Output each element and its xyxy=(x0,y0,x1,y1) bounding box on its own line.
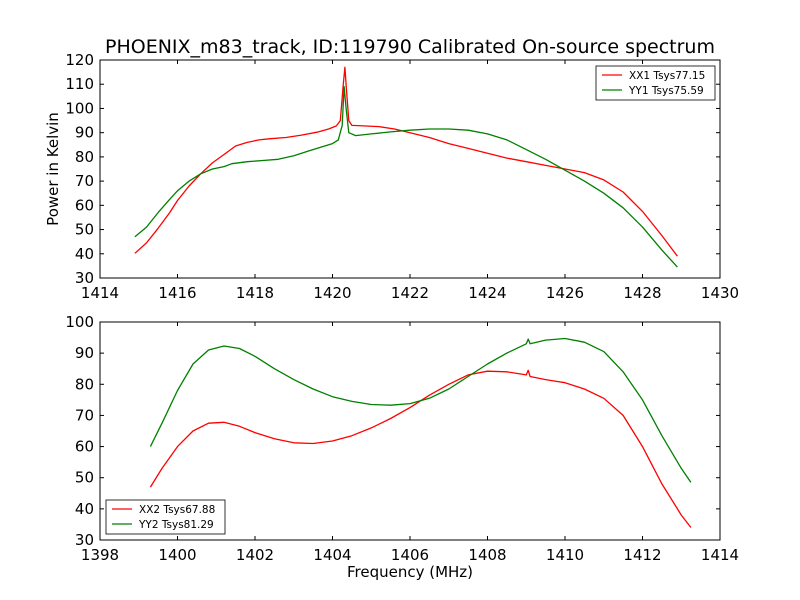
x-tick-label: 1414 xyxy=(701,546,739,564)
y-tick-label: 40 xyxy=(75,500,94,518)
y-tick-label: 90 xyxy=(75,344,94,362)
y-tick-label: 50 xyxy=(75,469,94,487)
x-tick-label: 1422 xyxy=(391,284,429,302)
series-line-yy xyxy=(134,85,678,268)
y-tick-label: 110 xyxy=(65,75,94,93)
y-tick-label: 100 xyxy=(65,99,94,117)
x-tick-label: 1426 xyxy=(546,284,584,302)
y-tick-label: 70 xyxy=(75,172,94,190)
series-line-xx xyxy=(134,66,678,257)
series-line-xx xyxy=(149,369,692,528)
top-plot: 1414 1416 1418 1420 1422 1424 1426 1428 1430 30 40… xyxy=(44,51,739,302)
legend-box xyxy=(105,499,226,535)
x-tick-label: 1416 xyxy=(158,284,196,302)
y-tick-label: 60 xyxy=(75,196,94,214)
figure-title: PHOENIX_m83_track, ID:119790 Calibrated … xyxy=(105,36,715,58)
y-tick-label: 80 xyxy=(75,148,94,166)
x-tick-label: 1418 xyxy=(236,284,274,302)
legend: XX1 Tsys77.15 YY1 Tsys75.59 xyxy=(595,65,716,101)
bottom-plot: 1398 1400 1402 1404 1406 1408 1410 1412 1414 30 40… xyxy=(65,313,739,581)
x-tick-label: 1412 xyxy=(623,546,661,564)
x-tick-label: 1400 xyxy=(158,546,196,564)
y-axis-label: Power in Kelvin xyxy=(44,112,62,226)
x-tick-label: 1398 xyxy=(81,546,119,564)
y-tick-label: 80 xyxy=(75,375,94,393)
x-tick-label: 1404 xyxy=(313,546,351,564)
y-tick-label: 30 xyxy=(75,269,94,287)
y-tick-label: 30 xyxy=(75,531,94,549)
x-tick-label: 1424 xyxy=(468,284,506,302)
legend-label: XX2 Tsys67.88 xyxy=(139,504,215,516)
x-tick-label: 1428 xyxy=(623,284,661,302)
x-tick-label: 1414 xyxy=(81,284,119,302)
y-tick-label: 90 xyxy=(75,124,94,142)
legend-label: YY2 Tsys81.29 xyxy=(138,519,214,531)
x-tick-label: 1410 xyxy=(546,546,584,564)
x-tick-label: 1420 xyxy=(313,284,351,302)
x-tick-label: 1430 xyxy=(701,284,739,302)
y-tick-label: 100 xyxy=(65,313,94,331)
y-tick-label: 50 xyxy=(75,221,94,239)
x-tick-label: 1406 xyxy=(391,546,429,564)
legend: XX2 Tsys67.88 YY2 Tsys81.29 xyxy=(105,499,226,535)
x-axis-label: Frequency (MHz) xyxy=(347,563,473,581)
y-tick-label: 70 xyxy=(75,406,94,424)
legend-label: XX1 Tsys77.15 xyxy=(629,70,705,82)
x-tick-label: 1408 xyxy=(468,546,506,564)
x-tick-label: 1402 xyxy=(236,546,274,564)
y-tick-label: 60 xyxy=(75,438,94,456)
y-tick-label: 40 xyxy=(75,245,94,263)
y-tick-label: 120 xyxy=(65,51,94,69)
series-line-yy xyxy=(149,337,692,483)
legend-label: YY1 Tsys75.59 xyxy=(628,85,704,97)
legend-box xyxy=(595,65,716,101)
